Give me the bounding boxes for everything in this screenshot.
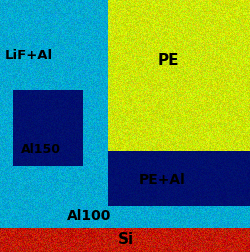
- Text: PE+Al: PE+Al: [138, 172, 184, 186]
- Text: Si: Si: [117, 231, 133, 246]
- Text: Al150: Al150: [21, 142, 61, 155]
- Text: PE: PE: [157, 53, 178, 68]
- Text: LiF+Al: LiF+Al: [5, 49, 53, 62]
- Text: Al100: Al100: [67, 208, 111, 223]
